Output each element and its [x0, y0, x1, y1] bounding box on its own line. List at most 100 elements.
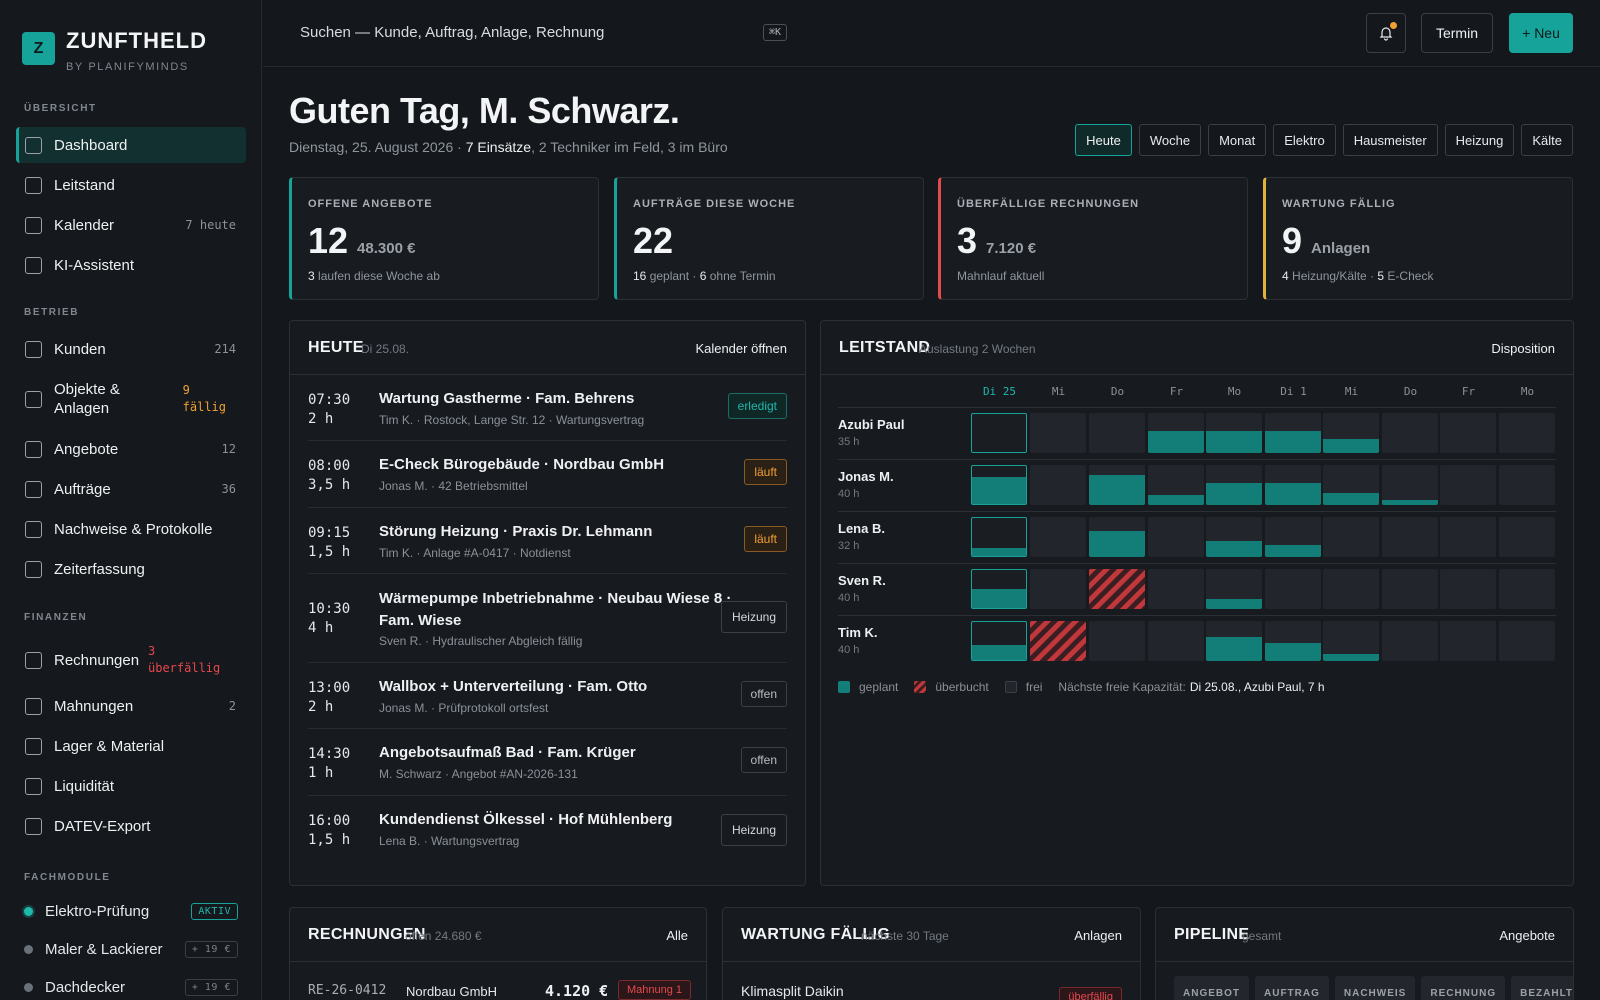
kpi-card[interactable]: ÜBERFÄLLIGE RECHNUNGEN 3 7.120 € Mahnlauf… [938, 177, 1248, 300]
capacity-cell[interactable] [1265, 517, 1321, 557]
capacity-cell[interactable] [1206, 465, 1262, 505]
nav-liquiditaet[interactable]: Liquidität [16, 768, 246, 804]
capacity-cell[interactable] [1089, 413, 1145, 453]
capacity-cell[interactable] [1206, 569, 1262, 609]
asset-name[interactable]: Klimasplit Daikin [741, 983, 844, 999]
capacity-cell[interactable] [1206, 621, 1262, 661]
nav-angebote[interactable]: Angebote 12 [16, 431, 246, 467]
invoice-id[interactable]: RE-26-0412 [308, 983, 387, 998]
nav-nachweise[interactable]: Nachweise & Protokolle [16, 511, 246, 547]
module-maler[interactable]: Maler & Lackierer + 19 € [24, 937, 238, 961]
capacity-cell[interactable] [1382, 413, 1438, 453]
nav-mahnungen[interactable]: Mahnungen 2 [16, 688, 246, 724]
capacity-cell[interactable] [1323, 517, 1379, 557]
technician-label[interactable]: Azubi Paul 35 h [838, 417, 904, 448]
appointment-row[interactable]: 08:00 3,5 h E-Check Bürogebäude · Nordbau … [308, 441, 787, 508]
capacity-cell[interactable] [1440, 621, 1496, 661]
capacity-cell[interactable] [1265, 621, 1321, 661]
nav-ki-assistent[interactable]: KI-Assistent [16, 247, 246, 283]
appointment-row[interactable]: 16:00 1,5 h Kundendienst Ölkessel · Hof Mü… [308, 796, 787, 862]
capacity-cell[interactable] [1382, 465, 1438, 505]
filter-heute[interactable]: Heute [1075, 124, 1132, 156]
technician-label[interactable]: Jonas M. 40 h [838, 469, 894, 500]
capacity-cell[interactable] [1089, 517, 1145, 557]
capacity-cell[interactable] [1089, 621, 1145, 661]
capacity-cell[interactable] [1323, 621, 1379, 661]
technician-label[interactable]: Lena B. 32 h [838, 521, 885, 552]
filter-hausmeister[interactable]: Hausmeister [1342, 124, 1438, 156]
nav-rechnungen[interactable]: Rechnungen 3 überfällig [16, 636, 246, 684]
capacity-cell[interactable] [971, 517, 1027, 557]
capacity-cell[interactable] [1265, 413, 1321, 453]
filter-monat[interactable]: Monat [1208, 124, 1267, 156]
open-calendar-link[interactable]: Kalender öffnen [695, 341, 787, 356]
capacity-cell[interactable] [1499, 413, 1555, 453]
filter-kaelte[interactable]: Kälte [1521, 124, 1573, 156]
disposition-link[interactable]: Disposition [1491, 341, 1555, 356]
brand[interactable]: Z ZUNFTHELD BY PLANIFYMINDS [22, 28, 207, 73]
pipeline-stage[interactable]: AUFTRAG [1255, 976, 1329, 1000]
capacity-cell[interactable] [1499, 517, 1555, 557]
capacity-cell[interactable] [971, 465, 1027, 505]
capacity-cell[interactable] [1382, 517, 1438, 557]
capacity-cell[interactable] [1089, 465, 1145, 505]
notifications-button[interactable] [1366, 13, 1406, 53]
capacity-cell[interactable] [1030, 465, 1086, 505]
nav-kalender[interactable]: Kalender 7 heute [16, 207, 246, 243]
nav-objekte-anlagen[interactable]: Objekte & Anlagen 9 fällig [16, 375, 246, 423]
nav-auftraege[interactable]: Aufträge 36 [16, 471, 246, 507]
all-invoices-link[interactable]: Alle [666, 928, 688, 943]
capacity-cell-overbooked[interactable] [1089, 569, 1145, 609]
pipeline-stage[interactable]: BEZAHLT [1511, 976, 1573, 1000]
nav-leitstand[interactable]: Leitstand [16, 167, 246, 203]
kpi-card[interactable]: WARTUNG FÄLLIG 9 Anlagen 4 Heizung/Kälte … [1263, 177, 1573, 300]
capacity-cell[interactable] [1030, 569, 1086, 609]
capacity-cell[interactable] [1499, 621, 1555, 661]
pipeline-stage[interactable]: RECHNUNG [1421, 976, 1506, 1000]
nav-zeiterfassung[interactable]: Zeiterfassung [16, 551, 246, 587]
capacity-cell[interactable] [1499, 569, 1555, 609]
appointment-row[interactable]: 07:30 2 h Wartung Gastherme · Fam. Behrens… [308, 375, 787, 441]
kpi-card[interactable]: AUFTRÄGE DIESE WOCHE 22 16 geplant · 6 o… [614, 177, 924, 300]
module-elektro[interactable]: Elektro-Prüfung AKTIV [24, 899, 238, 923]
capacity-cell[interactable] [1382, 569, 1438, 609]
assets-link[interactable]: Anlagen [1074, 928, 1122, 943]
capacity-cell[interactable] [1148, 621, 1204, 661]
new-button[interactable]: + Neu [1509, 13, 1573, 53]
capacity-cell[interactable] [1265, 569, 1321, 609]
capacity-cell[interactable] [1206, 413, 1262, 453]
capacity-cell[interactable] [971, 569, 1027, 609]
capacity-cell[interactable] [1148, 517, 1204, 557]
technician-label[interactable]: Sven R. 40 h [838, 573, 886, 604]
capacity-cell-overbooked[interactable] [1030, 621, 1086, 661]
filter-elektro[interactable]: Elektro [1273, 124, 1336, 156]
capacity-cell[interactable] [1440, 465, 1496, 505]
nav-dashboard[interactable]: Dashboard [16, 127, 246, 163]
search-input[interactable]: Suchen — Kunde, Auftrag, Anlage, Rechnun… [300, 24, 605, 41]
filter-woche[interactable]: Woche [1138, 124, 1202, 156]
capacity-cell[interactable] [1440, 517, 1496, 557]
capacity-cell[interactable] [1206, 517, 1262, 557]
capacity-cell[interactable] [1499, 465, 1555, 505]
capacity-cell[interactable] [1440, 413, 1496, 453]
capacity-cell[interactable] [1323, 569, 1379, 609]
nav-kunden[interactable]: Kunden 214 [16, 331, 246, 367]
nav-datev[interactable]: DATEV-Export [16, 808, 246, 844]
pipeline-stage[interactable]: ANGEBOT [1174, 976, 1249, 1000]
capacity-cell[interactable] [1265, 465, 1321, 505]
capacity-cell[interactable] [1323, 413, 1379, 453]
capacity-cell[interactable] [1030, 413, 1086, 453]
filter-heizung[interactable]: Heizung [1444, 124, 1515, 156]
pipeline-stage[interactable]: NACHWEIS [1334, 976, 1416, 1000]
appointment-row[interactable]: 09:15 1,5 h Störung Heizung · Praxis Dr. L… [308, 508, 787, 574]
appointment-row[interactable]: 10:30 4 h Wärmepumpe Inbetriebnahme · Neub… [308, 574, 787, 663]
capacity-cell[interactable] [1382, 621, 1438, 661]
capacity-cell[interactable] [1148, 569, 1204, 609]
capacity-cell[interactable] [971, 621, 1027, 661]
nav-lager[interactable]: Lager & Material [16, 728, 246, 764]
capacity-cell[interactable] [1323, 465, 1379, 505]
capacity-cell[interactable] [1148, 465, 1204, 505]
appointment-row[interactable]: 13:00 2 h Wallbox + Unterverteilung · Fam.… [308, 663, 787, 729]
technician-label[interactable]: Tim K. 40 h [838, 625, 878, 656]
capacity-cell[interactable] [1440, 569, 1496, 609]
